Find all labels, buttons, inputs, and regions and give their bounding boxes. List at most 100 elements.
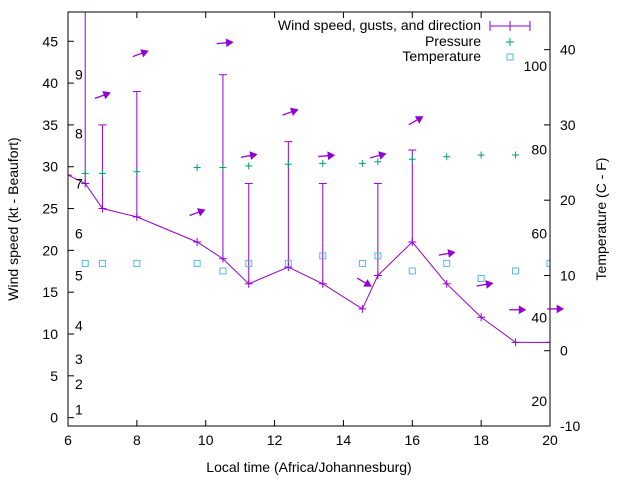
- y-right-tick-label: -10: [560, 418, 580, 434]
- legend-label-temperature: Temperature: [402, 48, 481, 64]
- y-left-tick-label: 15: [42, 284, 58, 300]
- pressure-point: [193, 164, 201, 172]
- pressure-point: [477, 151, 485, 159]
- wind-direction-arrow: [369, 151, 387, 160]
- wind-direction-arrow: [240, 151, 258, 160]
- beaufort-label: 1: [75, 401, 83, 417]
- y-left-tick-label: 0: [50, 410, 58, 426]
- legend-marker-temperature: [506, 53, 514, 61]
- wind-speed-point: [318, 279, 327, 288]
- wind-speed-point: [477, 313, 486, 322]
- y-left-tick-label: 10: [42, 326, 58, 342]
- pressure-point: [245, 162, 253, 170]
- temperature-point: [477, 274, 485, 282]
- temperature-point: [98, 259, 106, 267]
- y-right-tick-label: 0: [560, 343, 568, 359]
- y-left-tick-label: 25: [42, 201, 58, 217]
- beaufort-label: 8: [75, 125, 83, 141]
- wind-direction-arrow: [94, 91, 111, 100]
- temperature-point: [81, 259, 89, 267]
- x-tick-label: 16: [404, 432, 420, 448]
- wind-speed-point: [98, 204, 107, 213]
- temperature-point: [245, 259, 253, 267]
- wind-speed-point: [218, 254, 227, 263]
- pressure-point: [133, 168, 141, 176]
- wind-speed-point: [284, 263, 293, 272]
- beaufort-label: 4: [75, 318, 83, 334]
- y-left-tick-label: 20: [42, 242, 58, 258]
- legend: Wind speed, gusts, and direction Pressur…: [278, 17, 531, 64]
- plot-layer: [68, 12, 550, 347]
- pressure-point: [512, 151, 520, 159]
- temperature-point: [358, 259, 366, 267]
- legend-label-wind: Wind speed, gusts, and direction: [278, 17, 481, 33]
- pressure-point: [284, 160, 292, 168]
- beaufort-label: 3: [75, 351, 83, 367]
- wind-direction-arrow: [509, 305, 527, 315]
- temperature-point: [374, 252, 382, 260]
- fahrenheit-label: 40: [531, 310, 547, 326]
- wind-speed-point: [373, 271, 382, 280]
- wind-direction-arrow: [438, 249, 456, 258]
- temperature-point: [512, 267, 520, 275]
- wind-speed-line: [68, 174, 550, 343]
- wind-speed-point: [546, 338, 550, 347]
- y-right-tick-label: 40: [560, 42, 576, 58]
- wind-speed-point: [511, 338, 520, 347]
- beaufort-label: 6: [75, 226, 83, 242]
- wind-direction-arrow: [318, 151, 336, 161]
- pressure-point: [358, 159, 366, 167]
- wind-speed-point: [81, 179, 90, 188]
- x-tick-label: 8: [133, 432, 141, 448]
- wind-direction-arrow: [132, 49, 149, 58]
- temperature-point: [284, 259, 292, 267]
- y-right-axis-title: Temperature (C - F): [593, 158, 609, 281]
- x-tick-label: 18: [473, 432, 489, 448]
- y-left-tick-label: 40: [42, 75, 58, 91]
- x-tick-label: 12: [267, 432, 283, 448]
- x-tick-label: 10: [198, 432, 214, 448]
- legend-marker-pressure: [506, 38, 514, 46]
- wind-speed-point: [408, 238, 417, 246]
- wind-direction-arrow: [547, 304, 565, 314]
- x-tick-label: 14: [336, 432, 352, 448]
- beaufort-label: 9: [75, 67, 83, 83]
- pressure-point: [408, 155, 416, 163]
- y-right-tick-label: 20: [560, 192, 576, 208]
- pressure-point: [319, 159, 327, 167]
- wind-speed-point: [358, 304, 367, 313]
- temperature-point: [193, 259, 201, 267]
- temperature-point: [219, 267, 227, 275]
- beaufort-label: 2: [75, 376, 83, 392]
- wind-direction-arrow: [189, 208, 206, 217]
- beaufort-label: 5: [75, 267, 83, 283]
- fahrenheit-label: 60: [531, 225, 547, 241]
- y-left-tick-label: 30: [42, 159, 58, 175]
- y-right-tick-label: 30: [560, 117, 576, 133]
- y-left-tick-label: 5: [50, 368, 58, 384]
- y-left-tick-label: 45: [42, 33, 58, 49]
- y-left-tick-label: 35: [42, 117, 58, 133]
- wind-speed-point: [244, 279, 253, 288]
- fahrenheit-label: 100: [524, 58, 548, 74]
- wind-direction-arrow: [408, 116, 424, 126]
- fahrenheit-label: 80: [531, 142, 547, 158]
- beaufort-label: 7: [75, 175, 83, 191]
- wind-direction-arrow: [282, 107, 299, 116]
- plot-frame: [67, 11, 551, 427]
- temperature-point: [319, 252, 327, 260]
- wind-direction-arrow: [216, 38, 234, 48]
- pressure-point: [98, 169, 106, 177]
- fahrenheit-label: 20: [531, 393, 547, 409]
- x-tick-label: 6: [64, 432, 72, 448]
- pressure-point: [374, 158, 382, 166]
- temperature-point: [443, 259, 451, 267]
- wind-direction-arrow: [476, 280, 494, 289]
- x-axis-title: Local time (Africa/Johannesburg): [206, 459, 411, 475]
- wind-direction-arrow: [356, 277, 372, 287]
- temperature-point: [546, 259, 550, 267]
- wind-speed-point: [132, 212, 141, 221]
- y-right-tick-label: 10: [560, 267, 576, 283]
